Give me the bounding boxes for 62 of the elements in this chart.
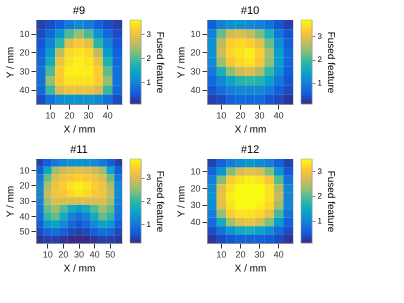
color-bar-title: Fused feature xyxy=(324,32,336,94)
y-tick-label: 40 xyxy=(19,211,30,222)
color-bar-label: 2 xyxy=(146,54,152,63)
y-tick-label: 50 xyxy=(19,226,30,237)
x-tick-label: 30 xyxy=(74,250,84,260)
color-bar-label: 1 xyxy=(146,78,152,87)
color-bar-title: Fused feature xyxy=(154,32,165,94)
color-bar-label: 3 xyxy=(318,32,322,41)
x-axis-title: X / mm xyxy=(64,264,96,274)
x-axis-title: X / mm xyxy=(64,124,96,136)
x-tick-label: 20 xyxy=(58,250,68,260)
y-tick-label: 40 xyxy=(19,85,30,95)
x-tick-label: 30 xyxy=(254,250,265,260)
chart-title: #12 xyxy=(240,144,260,156)
color-bar-label: 3 xyxy=(318,166,322,176)
y-tick-label: 20 xyxy=(19,48,30,58)
color-bar-label: 3 xyxy=(146,30,152,39)
y-tick-label: 30 xyxy=(19,196,30,206)
color-bar-label: 1 xyxy=(318,216,322,226)
x-tick-label: 10 xyxy=(216,250,226,260)
y-axis-title: Y / mm xyxy=(176,46,188,78)
y-tick-label: 20 xyxy=(190,48,200,58)
x-tick-label: 20 xyxy=(235,250,246,260)
x-axis-title: X / mm xyxy=(234,264,266,274)
y-tick-label: 10 xyxy=(190,29,200,39)
x-tick-label: 20 xyxy=(64,110,74,120)
color-bar-label: 1 xyxy=(146,220,152,229)
x-tick-label: 10 xyxy=(45,110,56,120)
chart-title: #9 xyxy=(72,5,86,17)
y-tick-label: 10 xyxy=(190,166,200,177)
y-tick-label: 20 xyxy=(19,180,30,191)
x-tick-label: 10 xyxy=(216,110,226,120)
color-bar-label: 2 xyxy=(146,196,152,206)
chart-title: #10 xyxy=(240,5,260,17)
x-tick-label: 40 xyxy=(274,110,284,120)
y-tick-label: 10 xyxy=(19,165,30,176)
color-bar-title: Fused feature xyxy=(154,170,165,233)
y-tick-label: 40 xyxy=(190,85,200,95)
color-bar-label: 2 xyxy=(318,192,322,201)
y-tick-label: 30 xyxy=(190,66,200,76)
chart-title: #11 xyxy=(70,144,88,156)
y-tick-label: 40 xyxy=(190,217,200,227)
y-tick-label: 20 xyxy=(190,183,200,194)
x-tick-label: 30 xyxy=(84,110,94,120)
x-tick-label: 10 xyxy=(42,250,53,260)
x-tick-label: 40 xyxy=(102,110,113,120)
x-tick-label: 40 xyxy=(274,250,284,260)
x-tick-label: 40 xyxy=(90,250,100,260)
y-axis-title: Y / mm xyxy=(5,46,16,78)
x-tick-label: 50 xyxy=(105,250,116,260)
x-axis-title: X / mm xyxy=(234,124,266,136)
color-bar-label: 1 xyxy=(318,78,322,88)
y-tick-label: 10 xyxy=(19,29,30,39)
color-bar-label: 2 xyxy=(318,55,322,64)
color-bar-title: Fused feature xyxy=(324,170,336,233)
y-axis-title: Y / mm xyxy=(5,186,16,218)
color-bar-label: 3 xyxy=(146,173,152,182)
y-axis-title: Y / mm xyxy=(176,186,188,218)
y-tick-label: 30 xyxy=(19,66,30,76)
y-tick-label: 30 xyxy=(190,200,200,210)
x-tick-label: 20 xyxy=(235,110,246,120)
x-tick-label: 30 xyxy=(254,110,265,120)
